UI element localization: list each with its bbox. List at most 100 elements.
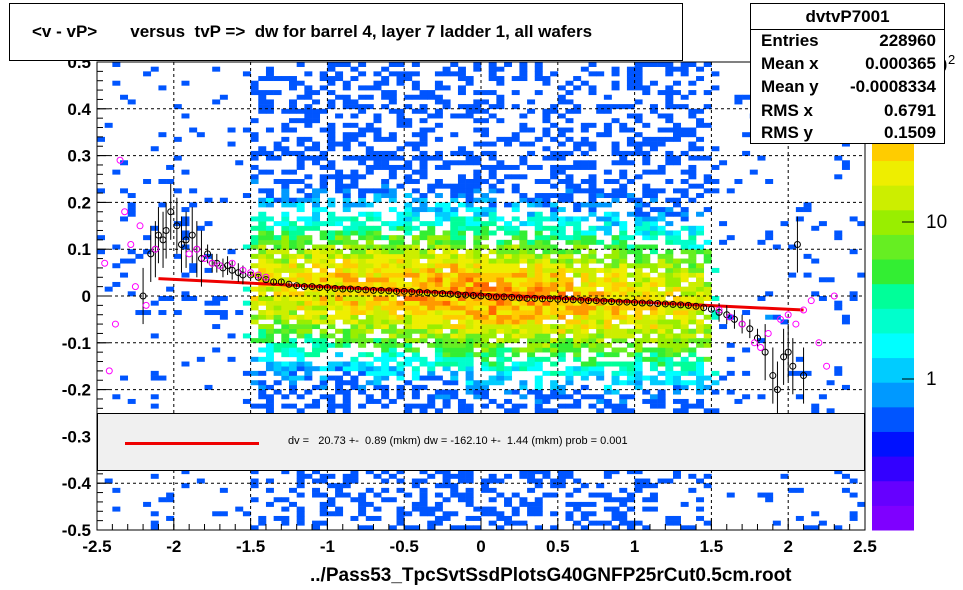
heatmap-cell [442, 277, 451, 283]
heatmap-cell [649, 506, 658, 512]
y-tick-label: -0.1 [62, 334, 91, 353]
heatmap-cell [465, 150, 474, 156]
heatmap-cell [511, 277, 520, 283]
heatmap-cell [304, 370, 313, 376]
heatmap-cell [342, 389, 351, 395]
heatmap-cell [580, 141, 589, 147]
profile-point [746, 325, 754, 333]
heatmap-cell [289, 169, 297, 175]
heatmap-cell [411, 169, 420, 175]
heatmap-cell [342, 146, 351, 152]
heatmap-cell [457, 333, 466, 339]
heatmap-cell [849, 492, 858, 498]
heatmap-cell [427, 113, 436, 119]
heatmap-cell [312, 202, 321, 208]
heatmap-cell [143, 501, 152, 507]
heatmap-cell [634, 99, 643, 105]
heatmap-cell [112, 244, 121, 250]
heatmap-cell [603, 132, 612, 138]
profile-point [485, 292, 493, 300]
heatmap-cell [327, 76, 336, 82]
heatmap-cell [603, 277, 612, 283]
heatmap-cell [857, 272, 866, 278]
heatmap-cell [327, 66, 336, 72]
heatmap-cell [734, 179, 743, 184]
heatmap-cell [504, 267, 513, 273]
profile-point-magenta [131, 283, 139, 291]
heatmap-cell [757, 155, 766, 161]
heatmap-cell [488, 150, 497, 156]
heatmap-cell [381, 235, 390, 241]
heatmap-cell [826, 408, 835, 414]
heatmap-cell [588, 62, 597, 67]
heatmap-cell [350, 281, 359, 287]
heatmap-cell [534, 389, 543, 395]
heatmap-cell [649, 291, 658, 297]
heatmap-cell [596, 319, 605, 325]
fit-legend-box: dv = 20.73 +- 0.89 (mkm) dw = -162.10 +-… [97, 413, 865, 471]
heatmap-cell [411, 352, 420, 358]
profile-point [400, 287, 408, 295]
heatmap-cell [611, 80, 620, 86]
heatmap-cell [534, 277, 543, 283]
heatmap-cell [481, 286, 489, 292]
heatmap-cell [319, 380, 328, 386]
heatmap-cell [342, 141, 351, 147]
heatmap-cell [673, 389, 681, 395]
heatmap-cell [665, 62, 674, 67]
heatmap-cell [173, 136, 182, 142]
heatmap-cell [649, 319, 658, 325]
heatmap-cell [557, 314, 566, 320]
heatmap-cell [465, 113, 474, 119]
heatmap-cell [665, 370, 674, 376]
heatmap-cell [335, 71, 344, 77]
heatmap-cell [434, 375, 443, 381]
heatmap-cell [473, 179, 482, 184]
heatmap-cell [296, 207, 305, 213]
heatmap-cell [457, 272, 466, 278]
heatmap-cell [358, 366, 367, 372]
heatmap-cell [703, 90, 712, 96]
heatmap-cell [573, 267, 582, 273]
heatmap-cell [573, 520, 582, 526]
heatmap-cell [696, 338, 705, 344]
heatmap-cell [434, 389, 443, 395]
heatmap-cell [626, 272, 635, 278]
heatmap-cell [365, 146, 374, 152]
heatmap-cell [596, 338, 605, 344]
heatmap-cell [588, 370, 597, 376]
heatmap-cell [542, 193, 551, 199]
heatmap-cell [304, 319, 313, 325]
heatmap-cell [312, 258, 321, 264]
heatmap-cell [265, 99, 274, 105]
profile-point-magenta [116, 156, 124, 164]
heatmap-cell [219, 511, 228, 517]
heatmap-cell [319, 174, 328, 180]
heatmap-cell [634, 225, 643, 231]
heatmap-cell [649, 281, 658, 287]
heatmap-cell [603, 94, 612, 100]
heatmap-cell [657, 211, 666, 217]
heatmap-cell [227, 127, 236, 133]
heatmap-cell [550, 193, 559, 199]
heatmap-cell [580, 281, 589, 287]
heatmap-cell [281, 305, 290, 311]
heatmap-cell [481, 338, 489, 344]
heatmap-cell [434, 155, 443, 161]
heatmap-cell [189, 267, 198, 273]
heatmap-cell [496, 370, 505, 376]
heatmap-cell [634, 66, 643, 72]
heatmap-cell [673, 324, 681, 330]
heatmap-cell [281, 211, 290, 217]
heatmap-cell [258, 370, 267, 376]
heatmap-cell [135, 253, 144, 259]
heatmap-cell [350, 380, 359, 386]
heatmap-cell [534, 272, 543, 278]
heatmap-cell [680, 127, 689, 133]
heatmap-cell [534, 384, 543, 390]
heatmap-cell [327, 511, 336, 517]
heatmap-cell [611, 506, 620, 512]
heatmap-cell [427, 267, 436, 273]
profile-point [177, 241, 185, 249]
heatmap-cell [373, 384, 382, 390]
